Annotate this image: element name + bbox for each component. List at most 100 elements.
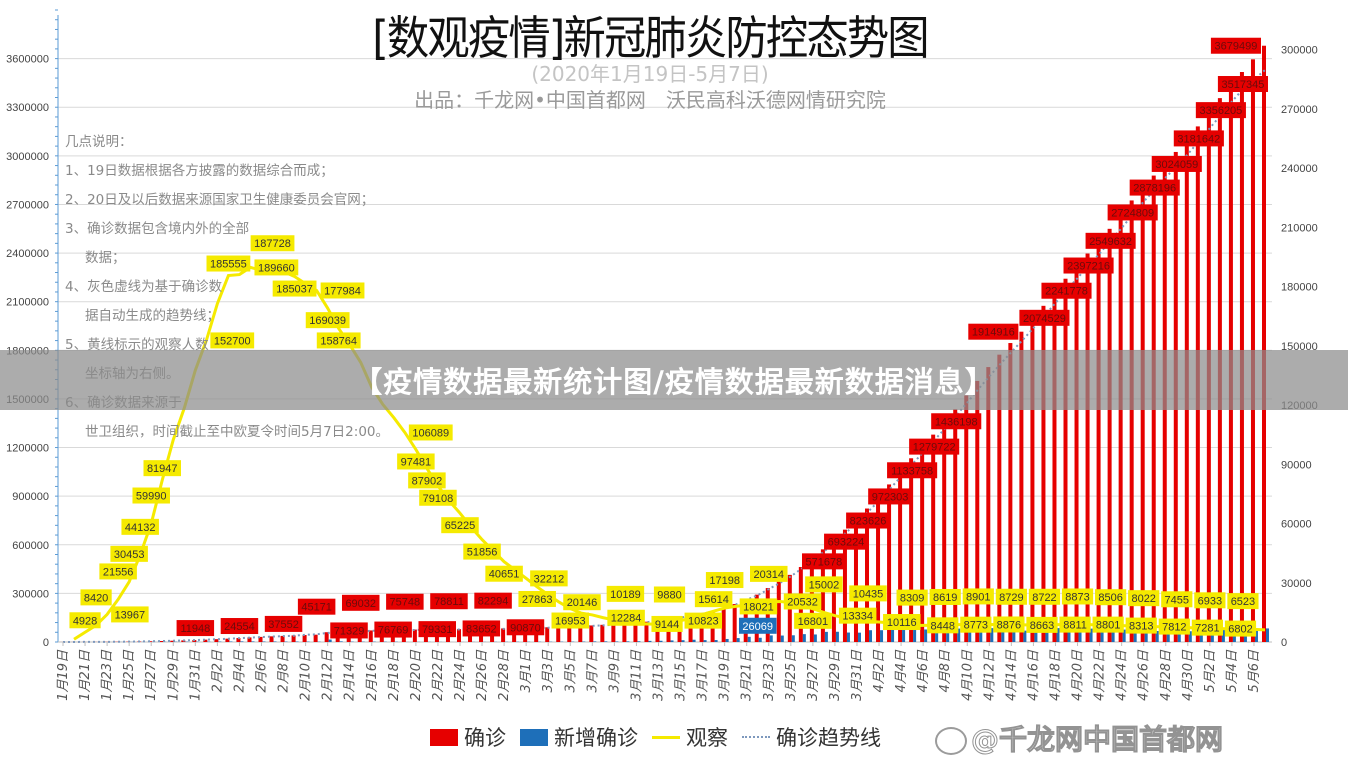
x-axis-tick-label: 3月15日 xyxy=(674,649,689,701)
notes-block: 几点说明： 1、19日数据根据各方披露的数据综合而成； 2、20日及以后数据来源… xyxy=(65,128,389,447)
new-confirmed-bar xyxy=(648,640,652,642)
observed-label-box xyxy=(99,563,137,580)
confirmed-label-box xyxy=(868,488,912,505)
new-confirmed-bar xyxy=(692,639,696,642)
observed-data-label: 169039 xyxy=(309,315,346,327)
observed-data-label: 8801 xyxy=(1096,620,1120,632)
x-axis-tick-label: 4月10日 xyxy=(960,649,975,701)
new-confirmed-bar xyxy=(1023,630,1027,642)
confirmed-bar xyxy=(556,626,561,642)
confirmed-label-box xyxy=(220,618,259,635)
confirmed-bar xyxy=(280,635,285,642)
observed-data-label: 6933 xyxy=(1198,595,1222,607)
new-confirmed-bar xyxy=(615,641,619,642)
observed-label-box xyxy=(849,585,887,602)
note-line: 6、确诊数据来源于 xyxy=(65,395,182,411)
confirmed-data-label: 79331 xyxy=(422,624,453,636)
new-confirmed-bar xyxy=(1078,630,1082,642)
observed-data-label: 51856 xyxy=(467,547,498,559)
confirmed-bar xyxy=(324,632,329,642)
note-line: 2、20日及以后数据来源国家卫生健康委员会官网； xyxy=(65,192,375,208)
confirmed-label-box xyxy=(909,438,960,455)
confirmed-label-box xyxy=(1107,204,1158,221)
observed-data-label: 10116 xyxy=(887,617,917,629)
confirmed-label-box xyxy=(931,413,982,430)
confirmed-bar xyxy=(765,588,770,642)
observed-label-box xyxy=(210,332,255,349)
observed-data-label: 8420 xyxy=(84,592,108,604)
observed-data-label: 8309 xyxy=(900,593,924,605)
observed-label-box xyxy=(995,588,1027,605)
observed-label-box xyxy=(1224,620,1257,637)
confirmed-bar xyxy=(876,496,881,642)
observed-data-label: 187728 xyxy=(254,238,291,250)
new-confirmed-bar xyxy=(1144,628,1148,642)
confirmed-label-box xyxy=(1210,37,1261,54)
observed-label-box xyxy=(110,545,148,562)
new-confirmed-bar xyxy=(1045,628,1049,642)
confirmed-bar xyxy=(1008,343,1013,642)
new-confirmed-bar xyxy=(1089,628,1093,642)
observed-label-box xyxy=(1059,616,1091,633)
new-confirmed-bar xyxy=(891,629,895,642)
observed-data-label: 18021 xyxy=(743,601,774,613)
new-confirmed-bar xyxy=(758,637,762,642)
weibo-logo-icon xyxy=(935,727,967,755)
observed-label-box xyxy=(1128,590,1160,607)
legend-swatch-dotted xyxy=(742,736,770,738)
x-axis-tick-label: 3月13日 xyxy=(651,649,666,701)
x-axis-tick-label: 3月27日 xyxy=(806,649,821,701)
confirmed-data-label: 1914916 xyxy=(972,327,1015,339)
confirmed-data-label: 571678 xyxy=(806,556,843,568)
confirmed-bar xyxy=(953,409,958,642)
right-axis-tick-label: 300000 xyxy=(1281,45,1318,57)
observed-label-box xyxy=(794,612,832,629)
observed-data-label: 7812 xyxy=(1162,622,1186,634)
confirmed-data-label: 78811 xyxy=(434,596,464,608)
observed-data-label: 9880 xyxy=(657,589,681,601)
confirmed-bar xyxy=(622,623,627,642)
observed-label-box xyxy=(653,586,686,603)
new-confirmed-bar xyxy=(1166,628,1170,642)
confirmed-data-label: 3356205 xyxy=(1199,105,1242,117)
observed-label-box xyxy=(530,570,568,587)
new-confirmed-bar xyxy=(273,641,277,642)
banner-text: 【疫情数据最新统计图/疫情数据最新数据消息】 xyxy=(353,365,995,399)
legend-swatch-yellow xyxy=(652,735,680,739)
observed-data-label: 20314 xyxy=(753,569,784,581)
chart-subtitle: (2020年1月19日-5月7日) xyxy=(531,62,769,86)
observed-data-labels: 4928 8420 13967 21556 30453 44132 59990 81947 15… xyxy=(69,235,1259,637)
confirmed-data-label: 2241778 xyxy=(1045,286,1088,298)
note-line: 数据； xyxy=(85,250,126,266)
confirmed-bar xyxy=(203,639,208,642)
observed-data-label: 158764 xyxy=(320,335,357,347)
observed-label-box xyxy=(962,588,994,605)
confirmed-bar xyxy=(820,549,825,642)
left-axis-tick-label: 2400000 xyxy=(6,248,49,260)
x-axis-tick-label: 2月24日 xyxy=(453,649,468,701)
x-axis-tick-label: 2月22日 xyxy=(431,649,446,701)
confirmed-data-label: 24554 xyxy=(224,621,255,633)
new-confirmed-bar xyxy=(824,631,828,642)
new-confirmed-bar xyxy=(902,629,906,642)
observed-data-label: 20532 xyxy=(787,596,818,608)
observed-data-label: 15002 xyxy=(809,579,840,591)
observed-data-label: 106089 xyxy=(412,427,449,439)
confirmed-bar xyxy=(247,637,252,642)
observed-data-label: 9144 xyxy=(655,619,679,631)
x-axis-tick-label: 3月25日 xyxy=(784,649,799,701)
confirmed-bar xyxy=(1262,45,1266,642)
confirmed-label-box xyxy=(801,553,846,570)
confirmed-data-label: 90870 xyxy=(510,622,541,634)
new-confirmed-bar xyxy=(1155,631,1159,642)
confirmed-bar xyxy=(1052,291,1057,642)
legend-item-confirmed: 确诊 xyxy=(430,722,506,752)
new-confirmed-bar xyxy=(1001,629,1005,642)
confirmed-data-label: 45171 xyxy=(301,602,332,614)
observed-label-box xyxy=(1061,588,1094,605)
observed-data-label: 20146 xyxy=(567,597,598,609)
confirmed-data-label: 1133758 xyxy=(891,465,933,477)
observed-data-label: 8619 xyxy=(933,592,957,604)
confirmed-bar xyxy=(1030,319,1035,642)
x-axis-tick-label: 2月6日 xyxy=(254,649,269,693)
